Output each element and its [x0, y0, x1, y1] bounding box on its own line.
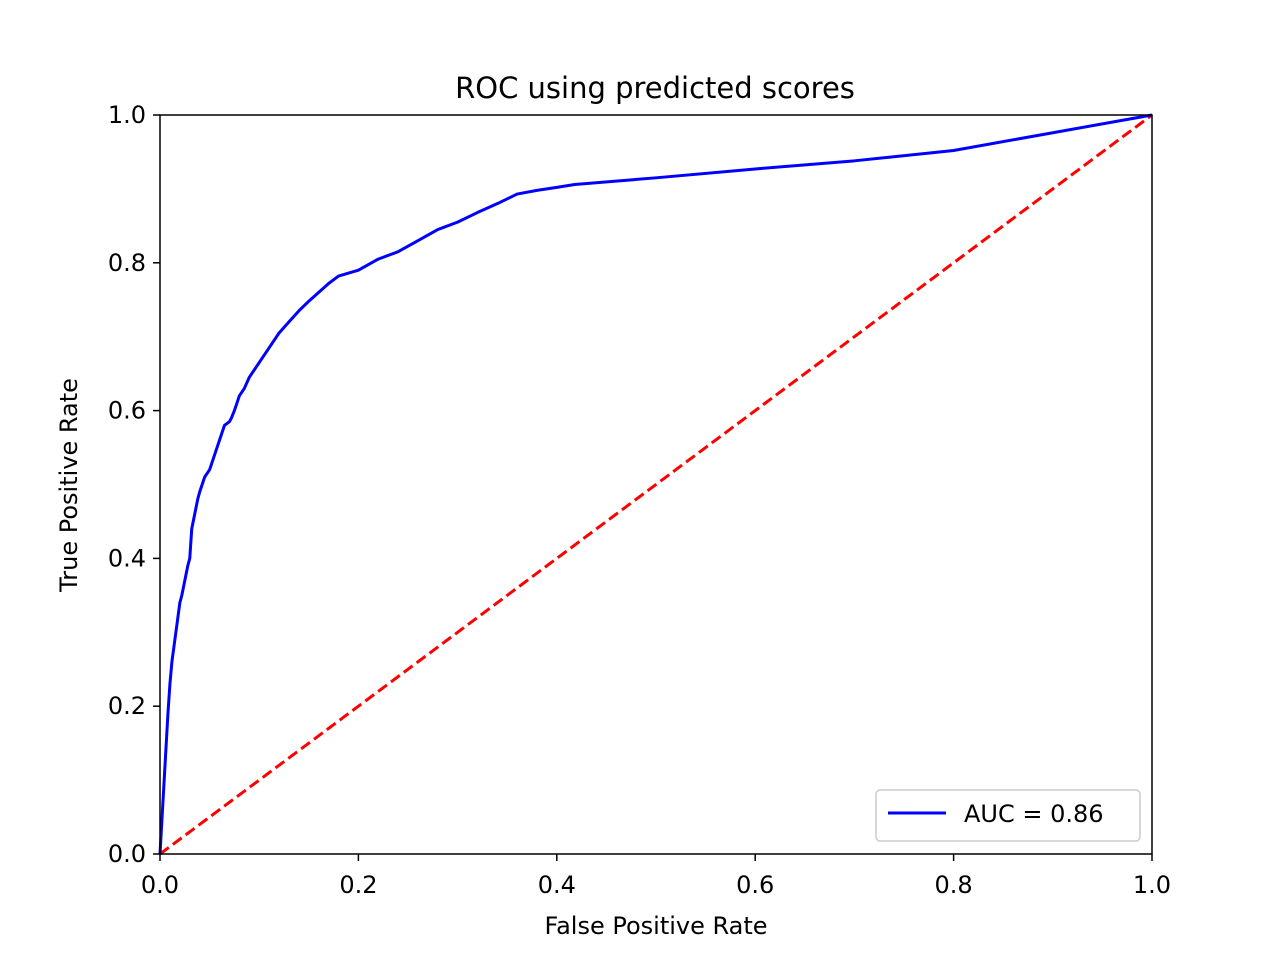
- plot-frame: [159, 114, 1153, 855]
- x-tick-label: 0.0: [141, 871, 179, 899]
- chance-diagonal-line: [159, 113, 1153, 856]
- x-tick-label: 0.2: [339, 871, 377, 899]
- chart-title: ROC using predicted scores: [455, 71, 855, 105]
- y-tick-label: 0.8: [108, 249, 146, 277]
- y-axis-ticks: 0.0 0.2 0.4 0.6 0.8 1.0: [108, 101, 160, 868]
- y-tick-label: 1.0: [108, 101, 146, 129]
- x-tick-label: 0.4: [538, 871, 576, 899]
- legend-box: [875, 789, 1141, 842]
- y-tick-label: 0.0: [108, 840, 146, 868]
- legend: AUC = 0.86: [875, 789, 1141, 842]
- y-tick-label: 0.2: [108, 692, 146, 720]
- x-tick-label: 0.8: [935, 871, 973, 899]
- plot-area: [158, 113, 1153, 856]
- x-tick-label: 0.6: [736, 871, 774, 899]
- x-axis-label: False Positive Rate: [544, 912, 767, 940]
- roc-curve-line: [158, 113, 1153, 855]
- x-tick-label: 1.0: [1133, 871, 1171, 899]
- x-axis-ticks: 0.0 0.2 0.4 0.6 0.8 1.0: [141, 854, 1171, 899]
- legend-label-auc: AUC = 0.86: [964, 800, 1104, 828]
- y-axis-label: True Positive Rate: [55, 378, 83, 593]
- y-tick-label: 0.6: [108, 397, 146, 425]
- y-tick-label: 0.4: [108, 544, 146, 572]
